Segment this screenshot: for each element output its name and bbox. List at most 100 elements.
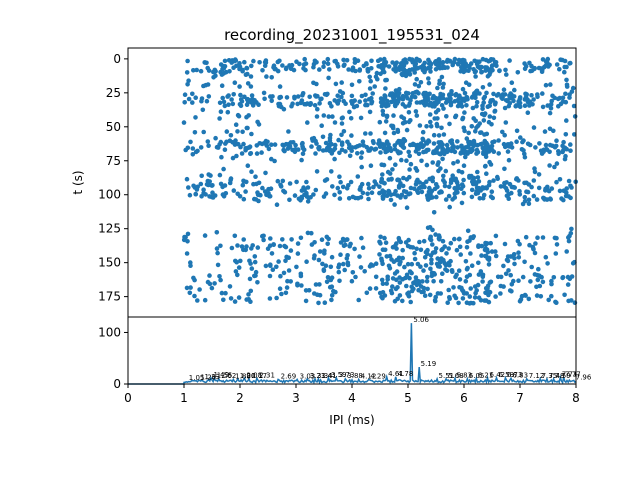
raster-point xyxy=(411,286,416,292)
raster-point xyxy=(440,238,446,244)
raster-point xyxy=(461,190,467,196)
raster-point xyxy=(463,154,468,160)
raster-point xyxy=(324,279,330,285)
raster-point xyxy=(459,200,465,206)
ipi-histogram-plot: 1.051.261.331.491.551.621.881.962.082.17… xyxy=(98,316,592,427)
peak-label: 2.08 xyxy=(246,371,262,379)
raster-point xyxy=(284,95,290,100)
raster-point xyxy=(491,115,497,121)
raster-point xyxy=(250,243,255,248)
raster-point xyxy=(315,292,320,298)
raster-point xyxy=(448,177,454,182)
raster-point xyxy=(248,288,254,294)
raster-point xyxy=(475,142,480,148)
raster-point xyxy=(363,98,368,103)
peak-label: 1.88 xyxy=(235,372,251,380)
raster-point xyxy=(407,191,413,196)
raster-point xyxy=(533,241,538,246)
raster-point xyxy=(281,188,286,194)
raster-point xyxy=(474,99,480,105)
peak-label: 7.12 xyxy=(529,372,545,380)
raster-point xyxy=(211,69,216,75)
raster-point xyxy=(498,184,504,189)
raster-point xyxy=(229,245,235,251)
raster-point xyxy=(377,119,383,125)
raster-point xyxy=(363,131,368,136)
raster-point xyxy=(322,300,328,306)
raster-point xyxy=(419,289,424,295)
raster-point xyxy=(315,106,320,112)
raster-point xyxy=(529,63,534,69)
raster-point xyxy=(361,143,366,148)
peak-label: 5.06 xyxy=(413,316,429,324)
raster-point xyxy=(380,261,385,267)
raster-point xyxy=(341,261,346,267)
raster-point xyxy=(556,151,561,157)
raster-point xyxy=(261,237,266,243)
raster-point xyxy=(249,169,254,174)
raster-point xyxy=(304,179,309,185)
raster-point xyxy=(424,124,429,129)
raster-point xyxy=(494,93,500,98)
raster-point xyxy=(390,125,396,131)
raster-point xyxy=(187,192,193,198)
raster-point xyxy=(319,237,325,242)
raster-point xyxy=(332,156,337,162)
raster-point xyxy=(200,107,206,113)
raster-point xyxy=(452,195,458,200)
raster-point xyxy=(236,295,242,300)
raster-point xyxy=(525,110,531,115)
raster-point xyxy=(342,62,347,67)
raster-point xyxy=(455,103,461,109)
raster-point xyxy=(213,73,218,78)
raster-point xyxy=(421,238,427,244)
raster-point xyxy=(359,164,365,170)
raster-point xyxy=(339,121,345,126)
raster-point xyxy=(516,178,521,183)
raster-point xyxy=(260,233,265,239)
raster-point xyxy=(432,116,438,121)
raster-point xyxy=(390,60,395,65)
raster-point xyxy=(457,236,462,242)
raster-point xyxy=(233,141,239,146)
raster-point xyxy=(364,290,370,296)
x-tick-label: 0 xyxy=(124,391,132,405)
raster-point xyxy=(366,97,372,102)
raster-point xyxy=(264,192,269,198)
raster-point xyxy=(471,67,476,72)
raster-point xyxy=(373,146,379,152)
raster-point xyxy=(268,94,273,99)
raster-point xyxy=(191,275,196,281)
raster-point xyxy=(238,103,244,109)
raster-point xyxy=(215,262,221,268)
raster-point xyxy=(538,294,544,299)
raster-point xyxy=(516,250,521,255)
raster-point xyxy=(419,189,425,195)
raster-point xyxy=(292,149,298,155)
raster-point xyxy=(424,100,429,105)
raster-point xyxy=(507,58,512,63)
raster-point xyxy=(560,275,565,281)
raster-point xyxy=(215,145,221,150)
raster-point xyxy=(428,266,433,272)
raster-point xyxy=(508,272,513,278)
raster-point xyxy=(235,129,240,134)
raster-point xyxy=(365,66,371,72)
raster-point xyxy=(400,247,406,253)
raster-point xyxy=(566,298,571,304)
raster-point xyxy=(482,111,488,116)
raster-point xyxy=(408,118,413,123)
raster-point xyxy=(481,149,486,155)
raster-point xyxy=(452,236,457,242)
raster-point xyxy=(357,254,362,259)
x-axis-label: IPI (ms) xyxy=(329,413,374,427)
raster-point xyxy=(252,259,258,265)
raster-point xyxy=(468,61,474,66)
raster-point xyxy=(517,97,522,102)
raster-point xyxy=(463,68,469,73)
raster-point xyxy=(268,186,274,191)
raster-point xyxy=(456,61,461,66)
raster-point xyxy=(311,192,316,197)
raster-point xyxy=(470,178,476,183)
raster-point xyxy=(400,277,406,282)
